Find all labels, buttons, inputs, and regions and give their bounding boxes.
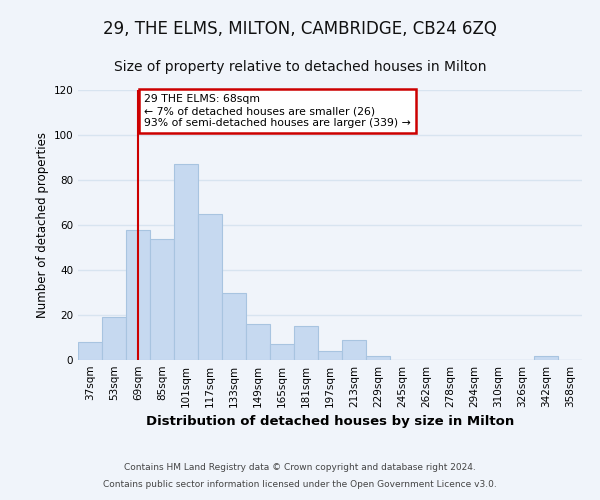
Text: Contains HM Land Registry data © Crown copyright and database right 2024.: Contains HM Land Registry data © Crown c… (124, 464, 476, 472)
Bar (534, 356, 558, 360)
X-axis label: Distribution of detached houses by size in Milton: Distribution of detached houses by size … (146, 416, 514, 428)
Bar (294, 326, 318, 360)
Bar (270, 344, 294, 360)
Bar (198, 214, 222, 360)
Bar (222, 292, 246, 360)
Bar (174, 164, 198, 360)
Text: Size of property relative to detached houses in Milton: Size of property relative to detached ho… (114, 60, 486, 74)
Y-axis label: Number of detached properties: Number of detached properties (36, 132, 49, 318)
Text: 29 THE ELMS: 68sqm
← 7% of detached houses are smaller (26)
93% of semi-detached: 29 THE ELMS: 68sqm ← 7% of detached hous… (144, 94, 411, 128)
Bar (366, 356, 390, 360)
Bar (246, 324, 270, 360)
Bar (318, 351, 342, 360)
Bar (102, 318, 126, 360)
Bar (78, 342, 102, 360)
Text: 29, THE ELMS, MILTON, CAMBRIDGE, CB24 6ZQ: 29, THE ELMS, MILTON, CAMBRIDGE, CB24 6Z… (103, 20, 497, 38)
Bar (342, 340, 366, 360)
Text: Contains public sector information licensed under the Open Government Licence v3: Contains public sector information licen… (103, 480, 497, 489)
Bar (150, 238, 174, 360)
Bar (126, 230, 150, 360)
